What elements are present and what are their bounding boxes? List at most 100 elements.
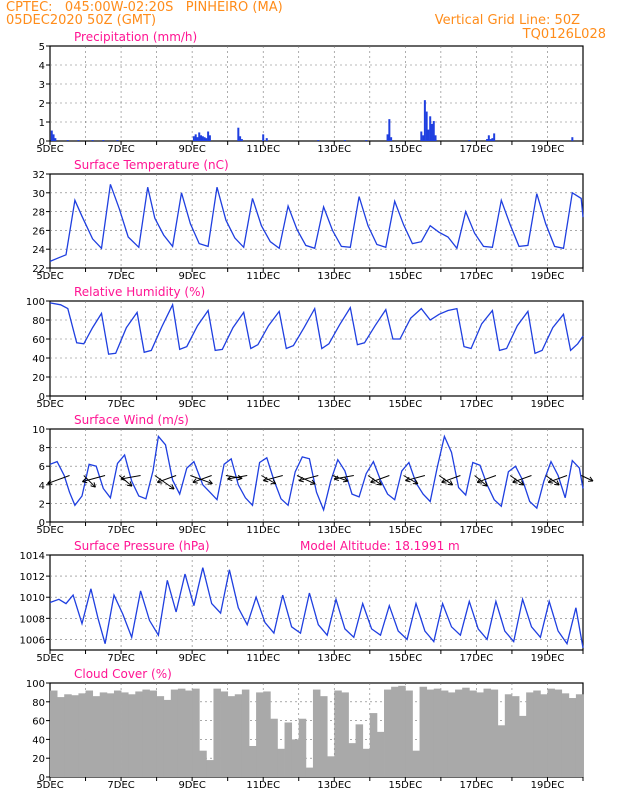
x-tick-label: 19DEC (531, 399, 565, 410)
panel-title: Surface Wind (m/s) (74, 413, 189, 427)
cloud-bar (192, 688, 200, 777)
cloud-bar (263, 691, 271, 777)
x-tick-label: 7DEC (107, 399, 134, 410)
precip-bar (432, 121, 435, 141)
wind-arrow-head (272, 479, 277, 485)
precip-bar (343, 140, 346, 141)
precip-bar (388, 119, 391, 141)
cloud-bar (384, 689, 392, 777)
y-tick-label: 3 (39, 80, 45, 91)
precip-bar (489, 139, 492, 141)
x-tick-label: 17DEC (460, 271, 494, 282)
cloud-bar (398, 685, 406, 777)
cloud-bar (533, 690, 541, 777)
cloud-bar (199, 750, 207, 777)
y-tick-label: 1006 (20, 635, 45, 646)
precip-bar (386, 134, 389, 141)
wind-arrow-head (512, 478, 517, 483)
wind-arrow (296, 475, 316, 485)
wind-arrow-head (342, 480, 349, 483)
wind-arrow-head (82, 481, 88, 484)
y-tick-label: 80 (32, 316, 45, 327)
cloud-bar (277, 748, 285, 777)
y-tick-label: 4 (39, 61, 45, 72)
y-tick-label: 1 (39, 118, 45, 129)
precip-bar (52, 134, 55, 141)
cloud-bar (99, 692, 108, 777)
cloud-bar (177, 688, 186, 777)
wind-arrow-head (237, 477, 243, 481)
wind-arrow (476, 475, 497, 483)
cloud-bar (412, 750, 420, 777)
panel-annotation: Model Altitude: 18.1991 m (300, 539, 460, 553)
precip-bar (50, 130, 53, 141)
cloud-bar (554, 689, 563, 777)
y-tick-label: 24 (32, 245, 45, 256)
cloud-bar (298, 718, 307, 777)
cloud-bar (447, 692, 456, 777)
series-line (49, 434, 584, 513)
cloud-bar (234, 694, 243, 777)
precip-bar (66, 140, 69, 141)
cloud-bar (106, 693, 115, 777)
wind-arrow-head (208, 479, 213, 484)
precip-bar (487, 135, 490, 141)
y-tick-label: 32 (32, 170, 45, 181)
cloud-bar (469, 690, 477, 777)
precip-bar (203, 137, 206, 141)
wind-arrow-head (333, 475, 339, 480)
x-tick-label: 7DEC (107, 780, 134, 791)
panel-title: Surface Pressure (hPa) (74, 539, 210, 553)
precip-bar (192, 136, 195, 141)
cloud-bar (376, 731, 385, 777)
wind-arrow-head (120, 475, 126, 480)
x-tick-label: 7DEC (107, 525, 134, 536)
wind-arrow-head (298, 476, 303, 482)
x-tick-label: 13DEC (317, 271, 351, 282)
x-tick-label: 9DEC (178, 399, 205, 410)
cloud-bar (405, 690, 413, 777)
x-tick-label: 13DEC (317, 144, 351, 155)
cloud-bar (270, 718, 278, 777)
wind-arrow-head (47, 483, 53, 485)
precip-bar (571, 137, 574, 141)
cloud-bar (121, 692, 129, 777)
wind-arrow-head (129, 481, 133, 487)
y-tick-label: 28 (32, 208, 45, 219)
wind-arrow-head (441, 481, 447, 484)
x-tick-label: 19DEC (531, 780, 565, 791)
x-tick-label: 17DEC (460, 399, 494, 410)
wind-arrow-head (482, 484, 488, 487)
wind-arrow-head (227, 475, 232, 480)
wind-arrow-head (512, 481, 518, 484)
precip-bar (194, 134, 197, 141)
x-tick-label: 19DEC (531, 653, 565, 664)
x-tick-label: 5DEC (36, 525, 63, 536)
wind-arrow (83, 475, 96, 488)
x-tick-label: 5DEC (36, 271, 63, 282)
wind-arrow (545, 475, 560, 486)
panel-frame (49, 300, 584, 397)
wind-arrow-head (521, 480, 525, 486)
precip-bar (429, 116, 432, 141)
wind-arrow-head (547, 478, 552, 483)
wind-arrow-head (298, 480, 304, 483)
cloud-bar (220, 691, 229, 777)
cloud-bar (113, 690, 122, 777)
cloud-bar (241, 689, 250, 777)
wind-arrow (441, 475, 461, 483)
cloud-bar (128, 694, 136, 777)
wind-arrow-head (554, 483, 560, 486)
wind-arrow (298, 475, 319, 482)
y-tick-label: 10 (32, 425, 45, 436)
panel-title: Surface Temperature (nC) (74, 158, 229, 172)
series-line (49, 567, 584, 649)
wind-arrow-head (47, 479, 52, 484)
wind-arrow (154, 475, 175, 490)
x-tick-label: 19DEC (531, 525, 565, 536)
cloud-bar (170, 689, 179, 777)
y-tick-label: 6 (39, 462, 45, 473)
wind-arrow-head (378, 480, 382, 486)
y-tick-label: 22 (32, 264, 45, 275)
x-tick-label: 15DEC (388, 525, 422, 536)
